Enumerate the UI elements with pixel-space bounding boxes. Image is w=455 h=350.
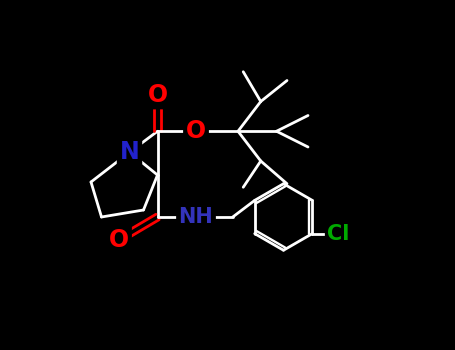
Text: Cl: Cl: [327, 224, 350, 244]
Text: O: O: [147, 83, 167, 106]
Text: N: N: [120, 140, 139, 164]
Text: O: O: [186, 119, 206, 143]
Text: NH: NH: [179, 207, 213, 227]
Text: O: O: [109, 228, 129, 252]
